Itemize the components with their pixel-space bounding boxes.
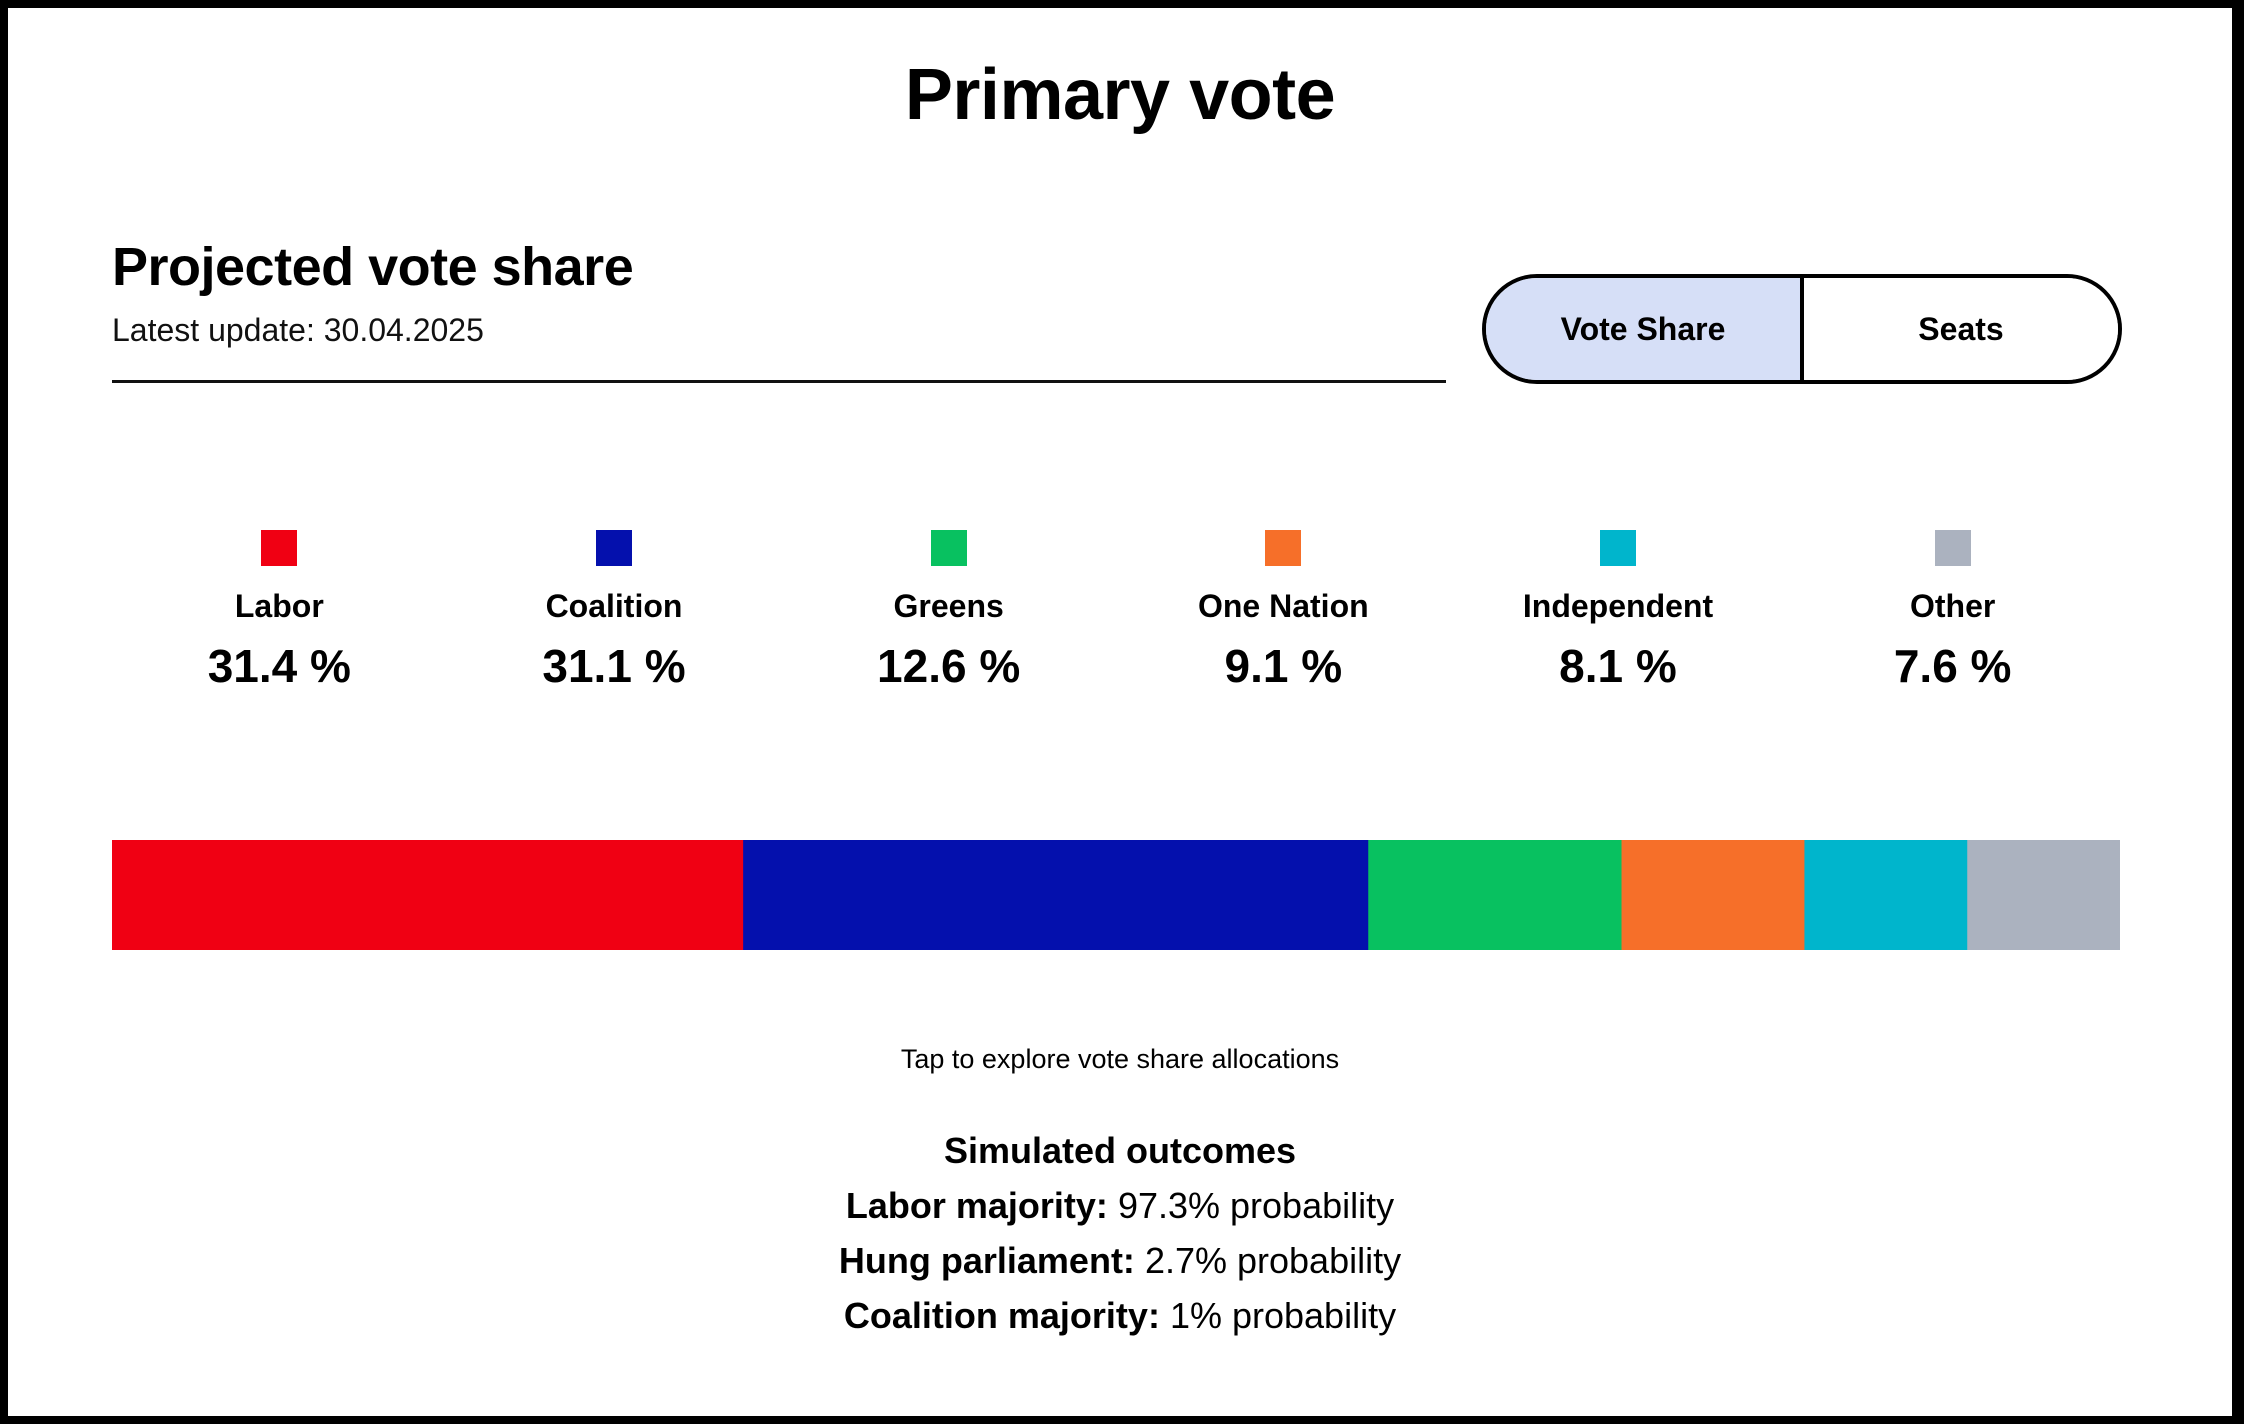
outcome-line: Hung parliament: 2.7% probability	[8, 1233, 2232, 1288]
legend: Labor 31.4 % Coalition 31.1 % Greens 12.6 % On…	[112, 530, 2120, 710]
legend-item: Greens 12.6 %	[782, 530, 1116, 693]
bar-segment-independent[interactable]	[1804, 840, 1968, 950]
legend-label: One Nation	[1197, 588, 1369, 624]
legend-item: Labor 31.4 %	[112, 530, 446, 693]
legend-swatch	[1934, 530, 1971, 566]
bar-segment-other[interactable]	[1967, 840, 2120, 950]
outcome-value: 97.3% probability	[1117, 1185, 1395, 1226]
legend-label: Greens	[893, 588, 1004, 624]
view-toggle: Vote Share Seats	[1482, 274, 2122, 384]
legend-swatch	[930, 530, 967, 566]
legend-value: 7.6 %	[1893, 640, 2012, 692]
bar-segment-greens[interactable]	[1368, 840, 1623, 950]
section-title: Projected vote share	[112, 237, 634, 297]
chart-frame: Primary vote Projected vote share Latest…	[8, 8, 2232, 1416]
outcome-label: Coalition majority:	[843, 1295, 1160, 1336]
outcome-line: Coalition majority: 1% probability	[8, 1288, 2232, 1343]
legend-label: Labor	[234, 588, 324, 624]
vote-share-toggle-button[interactable]: Vote Share	[1486, 278, 1804, 380]
page-title: Primary vote	[904, 55, 1336, 135]
divider	[112, 380, 1446, 383]
legend-item: One Nation 9.1 %	[1116, 530, 1450, 693]
tap-hint: Tap to explore vote share allocations	[900, 1044, 1340, 1074]
legend-item: Coalition 31.1 %	[447, 530, 781, 693]
stacked-bar[interactable]	[112, 840, 2120, 950]
outcome-label: Labor majority:	[845, 1185, 1108, 1226]
outcome-line: Labor majority: 97.3% probability	[8, 1178, 2232, 1233]
bar-segment-one-nation[interactable]	[1621, 840, 1805, 950]
legend-value: 8.1 %	[1559, 640, 1677, 692]
legend-value: 9.1 %	[1224, 640, 1343, 692]
legend-swatch	[261, 530, 298, 566]
legend-item: Independent 8.1 %	[1451, 530, 1785, 693]
outcome-label: Hung parliament:	[838, 1240, 1135, 1281]
legend-value: 31.1 %	[542, 640, 686, 692]
legend-item: Other 7.6 %	[1786, 530, 2120, 693]
bar-segment-coalition[interactable]	[743, 840, 1369, 950]
simulated-outcomes: Simulated outcomes Labor majority: 97.3%…	[8, 1124, 2232, 1343]
legend-value: 31.4 %	[207, 640, 351, 692]
legend-swatch	[1265, 530, 1302, 566]
outcome-value: 1% probability	[1169, 1295, 1397, 1336]
stacked-bar-svg	[112, 840, 2120, 950]
legend-label: Other	[1909, 588, 1996, 624]
legend-swatch	[1600, 530, 1636, 566]
legend-swatch	[596, 530, 632, 566]
bar-segment-labor[interactable]	[112, 840, 744, 950]
legend-label: Coalition	[545, 588, 683, 624]
legend-label: Independent	[1522, 588, 1714, 624]
latest-update: Latest update: 30.04.2025	[112, 312, 484, 348]
seats-toggle-button[interactable]: Seats	[1804, 278, 2118, 380]
legend-value: 12.6 %	[877, 640, 1021, 692]
outcome-value: 2.7% probability	[1144, 1240, 1402, 1281]
outcomes-heading: Simulated outcomes	[943, 1130, 1297, 1171]
